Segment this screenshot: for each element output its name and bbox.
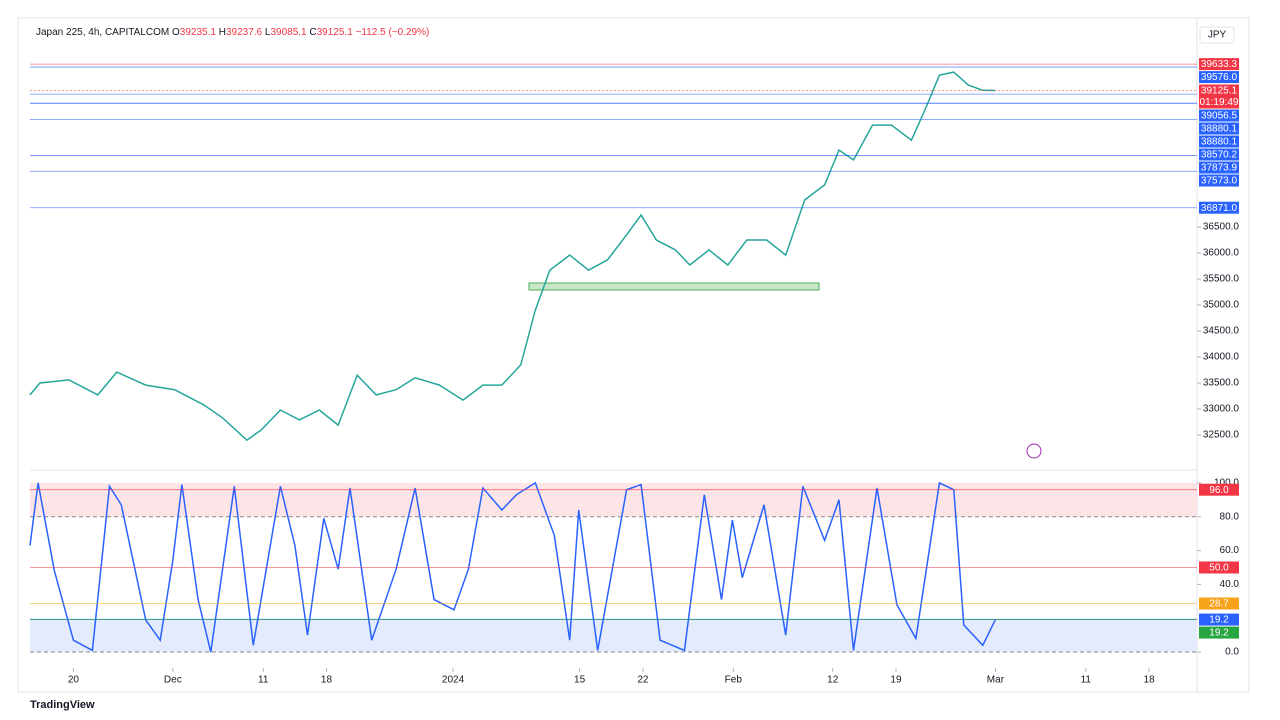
y-tick-label: 80.0 bbox=[1220, 511, 1240, 522]
level-label: 38880.1 bbox=[1201, 124, 1238, 135]
symbol-title: Japan 225, 4h, CAPITALCOM bbox=[36, 27, 170, 38]
level-label: 19.2 bbox=[1209, 628, 1229, 639]
level-label: 39576.0 bbox=[1201, 72, 1238, 83]
level-tag bbox=[1199, 483, 1239, 496]
level-label: 50.0 bbox=[1209, 563, 1229, 574]
currency: JPY bbox=[1208, 30, 1227, 41]
ohlc-key: O bbox=[172, 27, 180, 38]
y-tick-label: 0.0 bbox=[1225, 647, 1239, 658]
footer: TradingView bbox=[30, 699, 95, 711]
level-tag bbox=[1199, 148, 1239, 161]
level-label: 28.7 bbox=[1209, 599, 1229, 610]
y-tick-label: 34500.0 bbox=[1203, 326, 1240, 337]
level-tag bbox=[1199, 135, 1239, 148]
change: −112.5 (−0.29%) bbox=[355, 27, 430, 38]
x-tick-label: 15 bbox=[574, 675, 586, 686]
countdown: 01:19:49 bbox=[1200, 97, 1239, 108]
x-tick-label: 18 bbox=[321, 675, 333, 686]
level-tag bbox=[1199, 109, 1239, 122]
series-line bbox=[29, 71, 996, 442]
y-tick-label: 40.0 bbox=[1220, 579, 1240, 590]
x-tick-label: 11 bbox=[1081, 675, 1092, 686]
level-tag bbox=[1199, 626, 1239, 639]
x-tick-label: 18 bbox=[1144, 675, 1156, 686]
y-tick-label: 33500.0 bbox=[1203, 378, 1240, 389]
level-tag bbox=[1199, 71, 1239, 84]
zone-band bbox=[30, 618, 1197, 653]
y-tick-label: 100.0 bbox=[1214, 478, 1239, 489]
ohlc-value: 39235.1 bbox=[179, 27, 216, 38]
y-tick-label: 36500.0 bbox=[1203, 222, 1240, 233]
level-label: 96.0 bbox=[1209, 485, 1229, 496]
level-tag bbox=[1199, 58, 1239, 71]
y-tick-label: 33000.0 bbox=[1203, 404, 1240, 415]
event-icon[interactable] bbox=[1026, 443, 1042, 459]
series-line bbox=[29, 481, 997, 653]
level-tag bbox=[1199, 161, 1239, 174]
level-label: 37573.0 bbox=[1201, 176, 1238, 187]
level-tag bbox=[1199, 613, 1239, 626]
level-label: 39633.3 bbox=[1201, 59, 1238, 70]
y-tick-label: 36000.0 bbox=[1203, 248, 1240, 259]
header: Japan 225, 4h, CAPITALCOM O39235.1 H3923… bbox=[36, 27, 429, 38]
level-label: 38880.1 bbox=[1201, 137, 1238, 148]
ohlc-value: 39125.1 bbox=[316, 27, 353, 38]
level-label: 19.2 bbox=[1209, 615, 1229, 626]
level-tag bbox=[1199, 201, 1239, 214]
x-tick-label: 2024 bbox=[442, 675, 465, 686]
level-tag bbox=[1199, 122, 1239, 135]
ohlc-key: H bbox=[218, 27, 226, 38]
y-tick-label: 34000.0 bbox=[1203, 352, 1240, 363]
y-tick-label: 32500.0 bbox=[1203, 430, 1240, 441]
x-tick-label: Feb bbox=[725, 675, 743, 686]
frame bbox=[17, 17, 1250, 693]
level-label: 39056.5 bbox=[1201, 111, 1238, 122]
level-tag bbox=[1199, 561, 1239, 574]
x-tick-label: 19 bbox=[890, 675, 902, 686]
x-tick-label: Mar bbox=[987, 675, 1005, 686]
ohlc-key: C bbox=[309, 27, 317, 38]
level-label: 38570.2 bbox=[1201, 150, 1238, 161]
level-tag bbox=[1199, 597, 1239, 610]
level-label: 36871.0 bbox=[1201, 203, 1238, 214]
x-tick-label: 20 bbox=[68, 675, 80, 686]
y-tick-label: 60.0 bbox=[1220, 545, 1240, 556]
level-label: 37873.9 bbox=[1201, 163, 1238, 174]
support-zone bbox=[528, 282, 820, 291]
zone-band bbox=[30, 482, 1197, 517]
level-label: 39125.1 bbox=[1201, 86, 1238, 97]
level-tag bbox=[1199, 174, 1239, 187]
x-tick-label: 12 bbox=[827, 675, 839, 686]
y-tick-label: 35500.0 bbox=[1203, 274, 1240, 285]
level-tag bbox=[1199, 84, 1239, 109]
currency-box bbox=[1199, 26, 1235, 44]
ohlc-value: 39237.6 bbox=[225, 27, 263, 38]
ohlc-value: 39085.1 bbox=[270, 27, 307, 38]
brand: TradingView bbox=[30, 699, 95, 711]
x-tick-label: 22 bbox=[637, 675, 649, 686]
x-tick-label: Dec bbox=[164, 675, 182, 686]
ohlc-key: L bbox=[264, 27, 271, 38]
x-tick-label: 11 bbox=[258, 675, 269, 686]
y-tick-label: 35000.0 bbox=[1203, 300, 1240, 311]
